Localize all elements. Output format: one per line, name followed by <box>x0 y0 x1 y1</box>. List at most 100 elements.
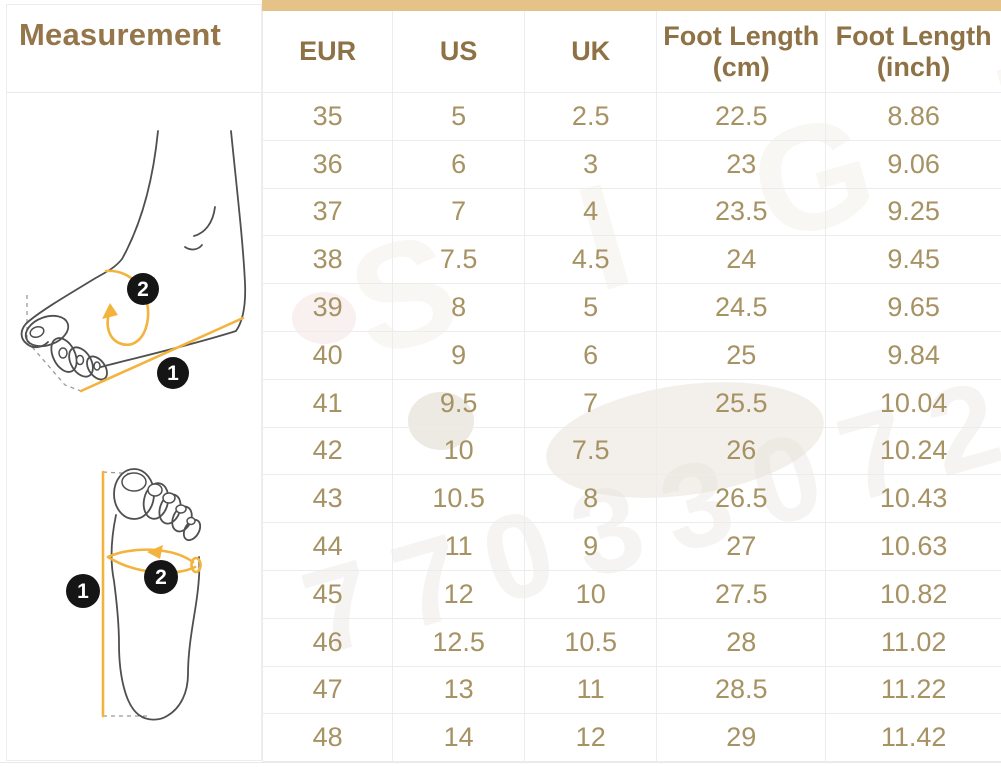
table-cell: 41 <box>261 378 394 428</box>
table-cell: 27.5 <box>656 569 827 619</box>
table-cell: 39 <box>261 283 394 332</box>
table-cell: 9.5 <box>392 378 526 428</box>
table-row: 44 11 9 27 10.63 <box>261 522 1001 571</box>
table-row: 37 7 4 23.5 9.25 <box>261 187 1001 237</box>
table-cell: 10.5 <box>392 474 526 524</box>
table-cell: 27 <box>656 522 827 571</box>
svg-text:2: 2 <box>137 278 149 301</box>
toenail <box>29 325 45 339</box>
table-cell: 8 <box>392 283 526 332</box>
table-cell: 9.06 <box>825 139 1001 189</box>
table-cell: 25.5 <box>656 378 827 428</box>
arrowhead-icon <box>147 545 163 559</box>
column-header: Foot Length (inch) <box>825 11 1001 93</box>
table-cell: 5 <box>524 283 658 332</box>
column-header: US <box>392 11 526 93</box>
toenail <box>147 483 163 497</box>
table-row: 39 8 5 24.5 9.65 <box>261 283 1001 332</box>
table-row: 45 12 10 27.5 10.82 <box>261 569 1001 619</box>
foot-outline <box>20 130 159 349</box>
sole-foot-diagram: 1 2 <box>7 419 261 759</box>
size-table-area: EUR US UK Foot Length (cm) Foot Length (inch) … <box>261 0 1001 767</box>
toe <box>86 355 108 381</box>
table-cell: 7 <box>524 378 658 428</box>
table-cell: 11 <box>392 522 526 571</box>
table-cell: 11.22 <box>825 665 1001 715</box>
toenail <box>186 516 196 526</box>
table-accent-bar <box>262 0 1001 11</box>
measure-marker-1: 1 <box>66 574 100 608</box>
table-cell: 40 <box>261 330 394 380</box>
table-cell: 4 <box>524 187 658 237</box>
toenail <box>75 354 85 366</box>
measurement-panel: Measurement <box>6 4 262 761</box>
dashed-guide <box>102 471 138 475</box>
table-cell: 37 <box>261 187 394 237</box>
table-row: 46 12.5 10.5 28 11.02 <box>261 617 1001 667</box>
table-cell: 9.84 <box>825 330 1001 380</box>
dashed-guide <box>26 340 82 392</box>
toenail <box>175 504 187 514</box>
side-foot-diagram: 1 2 <box>7 91 261 415</box>
table-cell: 35 <box>261 92 394 141</box>
size-table: EUR US UK Foot Length (cm) Foot Length (inch) … <box>261 11 1001 763</box>
table-cell: 10 <box>524 569 658 619</box>
table-cell: 9.65 <box>825 283 1001 332</box>
table-cell: 2.5 <box>524 92 658 141</box>
table-cell: 36 <box>261 139 394 189</box>
svg-text:2: 2 <box>155 566 167 589</box>
table-cell: 13 <box>392 665 526 715</box>
table-cell: 23 <box>656 139 827 189</box>
toe <box>182 518 202 542</box>
toenail <box>58 347 68 359</box>
table-cell: 6 <box>524 330 658 380</box>
sole-outline <box>110 514 201 721</box>
table-row: 35 5 2.5 22.5 8.86 <box>261 92 1001 141</box>
svg-text:1: 1 <box>167 362 179 385</box>
table-cell: 28.5 <box>656 665 827 715</box>
band-end-loop <box>190 556 202 574</box>
table-cell: 7.5 <box>392 235 526 285</box>
table-row: 40 9 6 25 9.84 <box>261 330 1001 380</box>
table-cell: 12 <box>392 569 526 619</box>
table-cell: 11.42 <box>825 713 1001 763</box>
toenail <box>162 492 176 504</box>
table-cell: 38 <box>261 235 394 285</box>
table-cell: 29 <box>656 713 827 763</box>
arrowhead-icon <box>102 303 118 319</box>
toe <box>50 337 78 373</box>
table-cell: 10.63 <box>825 522 1001 571</box>
foot-outline <box>100 130 247 368</box>
table-cell: 14 <box>392 713 526 763</box>
table-cell: 47 <box>261 665 394 715</box>
table-cell: 44 <box>261 522 394 571</box>
table-body: 35 5 2.5 22.5 8.86 36 6 3 23 9.06 37 7 4 23.5 9.25 38 7.… <box>261 92 1001 763</box>
table-cell: 48 <box>261 713 394 763</box>
table-cell: 25 <box>656 330 827 380</box>
table-cell: 9.45 <box>825 235 1001 285</box>
toenail <box>93 361 101 371</box>
table-cell: 24.5 <box>656 283 827 332</box>
table-cell: 7.5 <box>524 426 658 476</box>
table-cell: 42 <box>261 426 394 476</box>
table-cell: 12.5 <box>392 617 526 667</box>
table-cell: 26 <box>656 426 827 476</box>
table-cell: 45 <box>261 569 394 619</box>
measure-marker-2: 2 <box>127 273 159 305</box>
table-cell: 46 <box>261 617 394 667</box>
table-cell: 5 <box>392 92 526 141</box>
table-cell: 10.5 <box>524 617 658 667</box>
table-row: 47 13 11 28.5 11.22 <box>261 665 1001 715</box>
table-cell: 10.82 <box>825 569 1001 619</box>
table-cell: 8.86 <box>825 92 1001 141</box>
ankle-mark <box>193 206 216 237</box>
column-header: Foot Length (cm) <box>656 11 827 93</box>
table-cell: 4.5 <box>524 235 658 285</box>
table-cell: 10 <box>392 426 526 476</box>
toenail <box>121 472 147 492</box>
table-row: 42 10 7.5 26 10.24 <box>261 426 1001 476</box>
girth-measure-arc <box>106 548 195 564</box>
table-row: 36 6 3 23 9.06 <box>261 139 1001 189</box>
table-cell: 11 <box>524 665 658 715</box>
